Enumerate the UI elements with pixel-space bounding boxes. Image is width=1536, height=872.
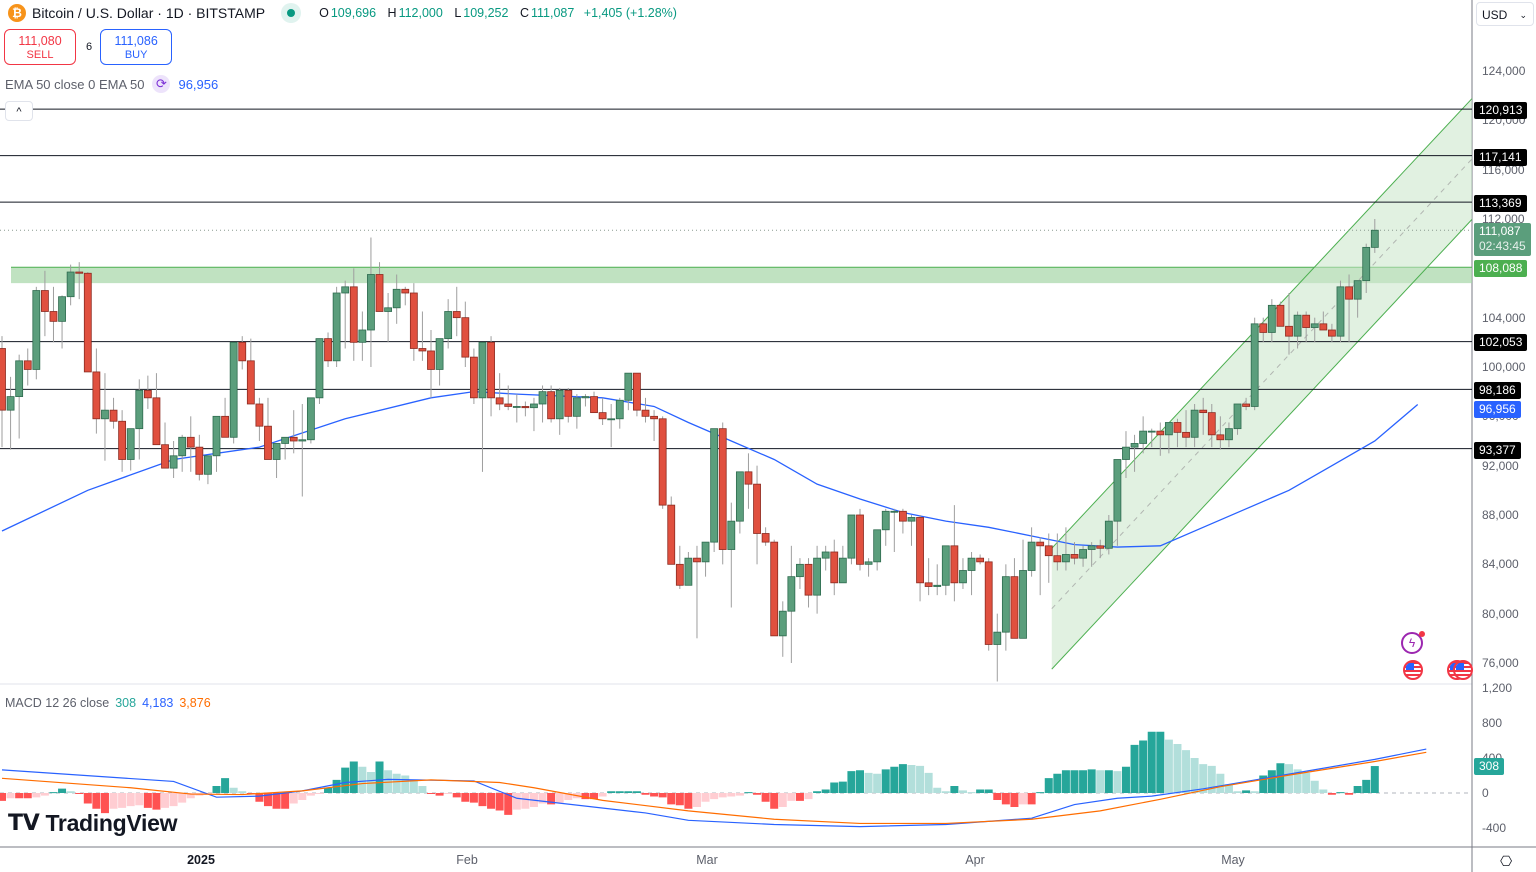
last-price: 111,087	[1479, 224, 1521, 238]
symbol-title[interactable]: Bitcoin / U.S. Dollar · 1D · BITSTAMP	[32, 5, 266, 21]
macd-signal-value: 3,876	[179, 696, 211, 710]
level-tag-98186: 98,186	[1474, 382, 1521, 399]
time-axis-label: 2025	[187, 853, 215, 867]
bitcoin-icon: ₿	[8, 4, 26, 22]
macd-hist-value: 308	[115, 696, 137, 710]
chevron-down-icon: ⌄	[1519, 10, 1527, 20]
ema-legend[interactable]: EMA 50 close 0 EMA 50 ⟳ 96,956	[5, 75, 218, 93]
chevron-up-icon: ^	[16, 106, 22, 118]
level-tag-102053: 102,053	[1474, 334, 1528, 351]
macd-axis-label: 1,200	[1482, 681, 1513, 695]
macd-axis-label: -400	[1482, 821, 1507, 835]
level-tag-93377: 93,377	[1474, 442, 1521, 459]
chart-header: ₿ Bitcoin / U.S. Dollar · 1D · BITSTAMP …	[0, 0, 679, 26]
price-axis-label: 112,000	[1482, 211, 1525, 226]
buy-label: BUY	[124, 49, 148, 61]
close-value: 111,087	[530, 6, 575, 20]
price-axis-label: 88,000	[1482, 507, 1519, 522]
sell-price: 111,080	[18, 34, 62, 48]
level-tag-117141: 117,141	[1474, 149, 1527, 166]
last-price-tag: 111,087 02:43:45	[1474, 223, 1531, 256]
currency-label: USD	[1482, 8, 1508, 22]
gear-icon[interactable]: ⎔	[1500, 853, 1513, 869]
high-value: 112,000	[398, 6, 443, 20]
price-axis-label: 84,000	[1482, 557, 1519, 572]
ema-label: EMA 50 close 0 EMA 50	[5, 76, 145, 92]
market-open-dot-icon	[281, 3, 302, 23]
ema-tag: 96,956	[1474, 401, 1521, 418]
open-value: 109,696	[330, 6, 377, 20]
time-axis-label: May	[1221, 853, 1245, 867]
macd-axis-label: 0	[1482, 786, 1489, 800]
time-axis-label: Mar	[696, 853, 718, 867]
ohlc-values: O 109,696 H 112,000 L 109,252 C 111,087 +1,4…	[319, 6, 677, 20]
price-axis-label: 92,000	[1482, 458, 1519, 473]
tradingview-mark-icon: TV	[8, 811, 40, 836]
low-value: 109,252	[463, 6, 509, 20]
lightning-event-icon[interactable]: ϟ	[1401, 631, 1425, 654]
sell-button[interactable]: 111,080 SELL	[4, 29, 76, 65]
price-axis-label: 80,000	[1482, 606, 1519, 621]
change-value: +1,405 (+1.28%)	[583, 6, 677, 20]
tradingview-text: TradingView	[45, 810, 178, 836]
trade-panel: 111,080 SELL 6 111,086 BUY	[4, 29, 173, 65]
macd-legend[interactable]: MACD 12 26 close 308 4,183 3,876	[5, 696, 211, 710]
collapse-legend-button[interactable]: ^	[5, 101, 33, 121]
price-axis-label: 116,000	[1482, 162, 1525, 177]
time-axis-label: Feb	[456, 853, 478, 867]
price-axis-label: 100,000	[1482, 359, 1526, 374]
currency-select[interactable]: USD ⌄	[1476, 2, 1534, 26]
macd-hist-tag: 308	[1474, 758, 1505, 775]
price-axis-label: 104,000	[1482, 310, 1526, 325]
macd-axis-label: 800	[1482, 716, 1503, 730]
macd-label: MACD 12 26 close	[5, 696, 110, 710]
tradingview-logo[interactable]: TV TradingView	[8, 810, 178, 837]
us-event-flag-icon[interactable]	[1403, 660, 1423, 680]
ema-value: 96,956	[178, 76, 219, 92]
spread-value: 6	[86, 41, 93, 53]
time-axis-label: Apr	[965, 853, 985, 867]
sell-label: SELL	[26, 49, 54, 61]
buy-button[interactable]: 111,086 BUY	[100, 29, 173, 65]
macd-line-value: 4,183	[142, 696, 174, 710]
level-tag-113369: 113,369	[1474, 195, 1527, 212]
level-tag-120913: 120,913	[1474, 102, 1528, 119]
buy-price: 111,086	[114, 34, 158, 48]
price-axis-label: 124,000	[1482, 64, 1526, 78]
price-axis-label: 76,000	[1482, 655, 1519, 670]
zone-tag: 108,088	[1474, 260, 1528, 277]
refresh-icon[interactable]: ⟳	[152, 75, 171, 93]
us-event-flag-icon[interactable]	[1453, 660, 1473, 680]
bar-countdown: 02:43:45	[1479, 239, 1526, 253]
